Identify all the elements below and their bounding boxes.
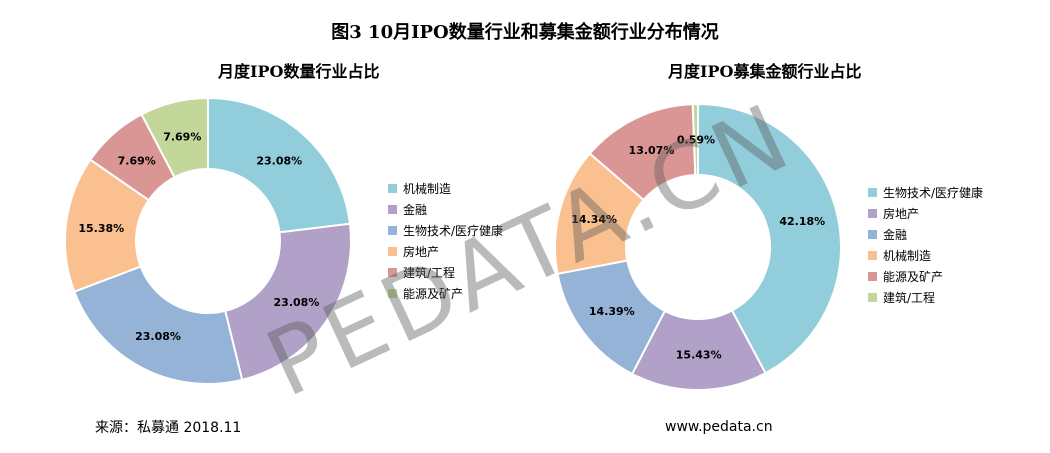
chart-1-legend-item-5: 建筑/工程: [388, 262, 503, 283]
legend-swatch: [388, 247, 397, 256]
legend-swatch: [868, 188, 877, 197]
chart-2-slice-6: [691, 102, 699, 177]
website-url: www.pedata.cn: [665, 419, 773, 435]
chart-1-slice-6: [140, 96, 209, 179]
legend-swatch: [868, 293, 877, 302]
chart-2-legend: 生物技术/医疗健康 房地产金融机械制造能源及矿产建筑/工程: [868, 182, 983, 308]
chart-1-data-label-2: 23.08%: [274, 296, 320, 309]
legend-label: 机械制造: [403, 182, 452, 196]
legend-label: 生物技术/医疗健康: [403, 224, 504, 238]
chart-1-data-label-5: 7.69%: [118, 155, 156, 168]
chart-2-data-label-1: 42.18%: [779, 215, 825, 228]
chart-2-title: 月度IPO募集金额行业占比: [668, 62, 862, 81]
chart-2-legend-item-3: 金融: [868, 224, 983, 245]
legend-swatch: [388, 289, 397, 298]
chart-1-data-label-1: 23.08%: [256, 155, 302, 168]
chart-1-data-label-3: 23.08%: [135, 330, 181, 343]
chart-1-legend-item-2: 金融: [388, 199, 503, 220]
legend-swatch: [388, 226, 397, 235]
legend-label: 建筑/工程: [403, 266, 456, 280]
chart-2-data-label-3: 14.39%: [589, 305, 635, 318]
figure-title: 图3 10月IPO数量行业和募集金额行业分布情况: [331, 22, 719, 43]
legend-label: 生物技术/医疗健康: [883, 186, 984, 200]
legend-swatch: [868, 272, 877, 281]
chart-1-legend-item-3: 生物技术/医疗健康: [388, 220, 503, 241]
chart-2-legend-item-1: 生物技术/医疗健康: [868, 182, 983, 203]
legend-label: 金融: [403, 203, 428, 217]
legend-label: 能源及矿产: [403, 287, 464, 301]
chart-1-slice-3: [72, 265, 244, 385]
legend-label: 能源及矿产: [883, 270, 944, 284]
chart-2-data-label-4: 14.34%: [571, 213, 617, 226]
chart-2-legend-item-2: 房地产: [868, 203, 983, 224]
chart-2-slice-1: [697, 102, 842, 375]
chart-2-legend-item-6: 建筑/工程: [868, 287, 983, 308]
legend-swatch: [868, 251, 877, 260]
chart-1-data-label-6: 7.69%: [163, 131, 201, 144]
source-note: 来源：私募通 2018.11: [95, 420, 242, 436]
chart-2-legend-item-4: 机械制造: [868, 245, 983, 266]
legend-label: 房地产: [883, 207, 920, 221]
chart-2-data-label-2: 15.43%: [676, 348, 722, 361]
chart-1-slice-2: [223, 222, 352, 382]
legend-label: 房地产: [403, 245, 440, 259]
chart-1-legend-item-6: 能源及矿产: [388, 283, 503, 304]
chart-1-data-label-4: 15.38%: [78, 222, 124, 235]
legend-label: 建筑/工程: [883, 291, 936, 305]
chart-1-slice-1: [207, 96, 352, 234]
chart-1-title: 月度IPO数量行业占比: [218, 62, 380, 81]
chart-2-data-label-6: 0.59%: [677, 134, 715, 147]
chart-1-legend: 机械制造金融生物技术/医疗健康 房地产建筑/工程能源及矿产: [388, 178, 503, 304]
legend-swatch: [868, 230, 877, 239]
legend-swatch: [388, 268, 397, 277]
chart-2-legend-item-5: 能源及矿产: [868, 266, 983, 287]
legend-swatch: [388, 184, 397, 193]
chart-1-legend-item-4: 房地产: [388, 241, 503, 262]
legend-swatch: [388, 205, 397, 214]
legend-label: 金融: [883, 228, 908, 242]
legend-swatch: [868, 209, 877, 218]
legend-label: 机械制造: [883, 249, 932, 263]
chart-1-legend-item-1: 机械制造: [388, 178, 503, 199]
chart-2-data-label-5: 13.07%: [629, 144, 675, 157]
